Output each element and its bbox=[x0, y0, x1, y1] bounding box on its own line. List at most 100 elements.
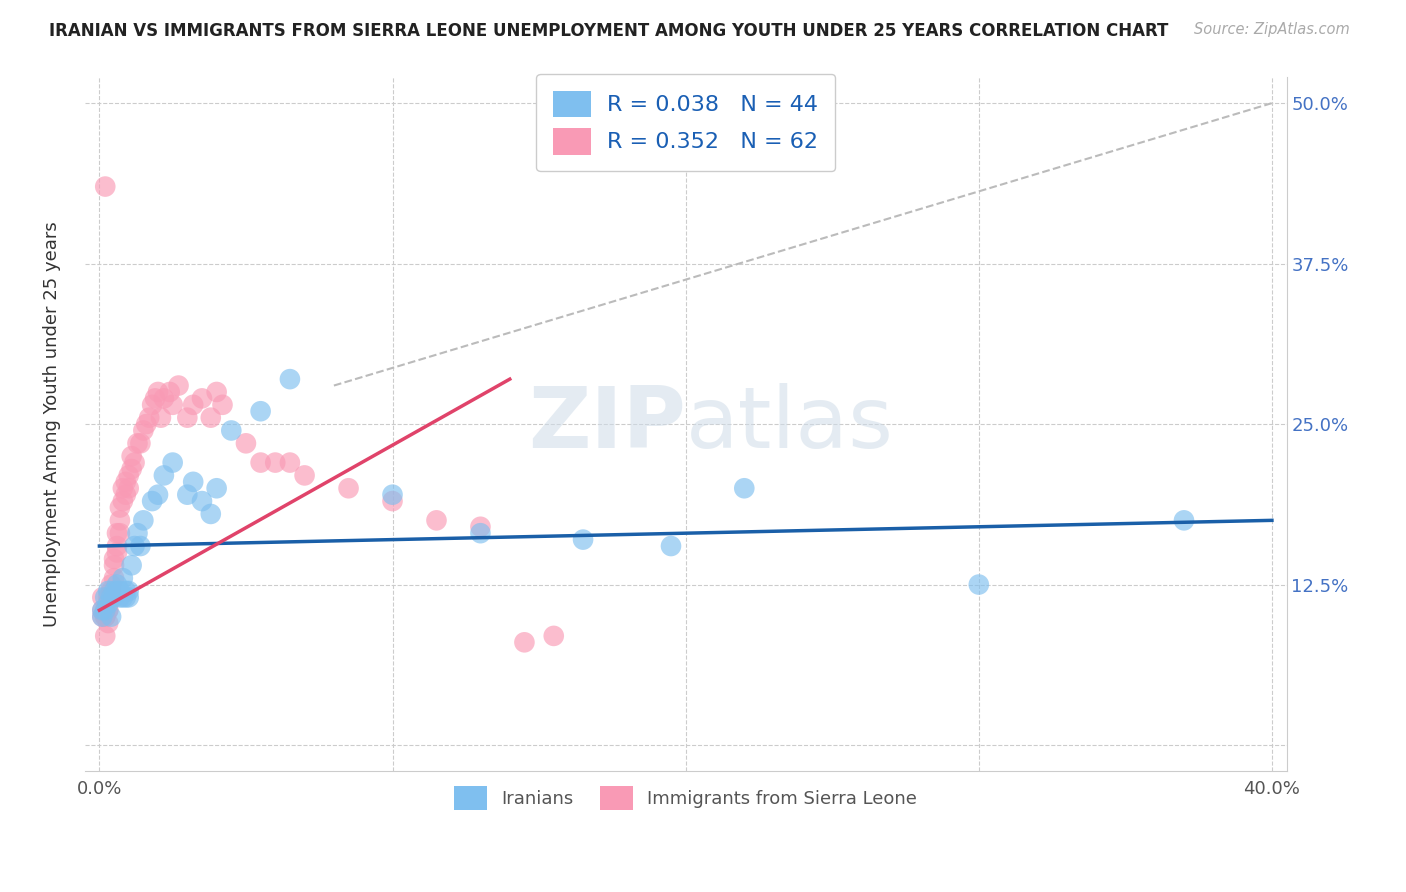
Point bbox=[1173, 513, 1195, 527]
Point bbox=[132, 424, 155, 438]
Point bbox=[294, 468, 316, 483]
Point bbox=[108, 526, 131, 541]
Point bbox=[146, 488, 169, 502]
Point bbox=[543, 629, 565, 643]
Point bbox=[278, 372, 301, 386]
Point bbox=[572, 533, 595, 547]
Point bbox=[249, 404, 271, 418]
Y-axis label: Unemployment Among Youth under 25 years: Unemployment Among Youth under 25 years bbox=[44, 221, 60, 627]
Point bbox=[103, 591, 125, 605]
Point bbox=[264, 456, 287, 470]
Point bbox=[105, 584, 128, 599]
Point bbox=[97, 597, 120, 611]
Point bbox=[94, 609, 117, 624]
Point bbox=[153, 392, 176, 406]
Point bbox=[124, 456, 146, 470]
Point bbox=[118, 591, 141, 605]
Point bbox=[105, 577, 128, 591]
Point bbox=[91, 591, 114, 605]
Point bbox=[733, 481, 755, 495]
Point bbox=[108, 500, 131, 515]
Point bbox=[105, 545, 128, 559]
Point bbox=[162, 398, 184, 412]
Point bbox=[108, 513, 131, 527]
Text: Source: ZipAtlas.com: Source: ZipAtlas.com bbox=[1194, 22, 1350, 37]
Point bbox=[118, 584, 141, 599]
Point bbox=[94, 591, 117, 605]
Point bbox=[111, 481, 134, 495]
Point bbox=[200, 507, 222, 521]
Point bbox=[111, 571, 134, 585]
Point bbox=[124, 539, 146, 553]
Point bbox=[149, 410, 172, 425]
Point bbox=[97, 591, 120, 605]
Point bbox=[141, 494, 163, 508]
Point bbox=[181, 398, 204, 412]
Point bbox=[94, 179, 117, 194]
Point bbox=[205, 481, 228, 495]
Point bbox=[200, 410, 222, 425]
Point bbox=[513, 635, 536, 649]
Point bbox=[153, 468, 176, 483]
Point bbox=[100, 591, 122, 605]
Point bbox=[381, 494, 404, 508]
Point bbox=[111, 494, 134, 508]
Point bbox=[114, 591, 136, 605]
Point bbox=[129, 436, 152, 450]
Point bbox=[121, 449, 143, 463]
Point bbox=[221, 424, 243, 438]
Point bbox=[91, 603, 114, 617]
Point bbox=[91, 603, 114, 617]
Point bbox=[470, 520, 492, 534]
Point bbox=[103, 571, 125, 585]
Point bbox=[211, 398, 233, 412]
Point bbox=[135, 417, 157, 431]
Text: ZIP: ZIP bbox=[527, 383, 686, 466]
Point bbox=[97, 603, 120, 617]
Point bbox=[141, 398, 163, 412]
Point bbox=[205, 384, 228, 399]
Point bbox=[191, 494, 214, 508]
Point bbox=[176, 488, 198, 502]
Point bbox=[97, 615, 120, 630]
Point bbox=[97, 584, 120, 599]
Point bbox=[100, 577, 122, 591]
Point bbox=[138, 410, 160, 425]
Point bbox=[159, 384, 181, 399]
Point bbox=[111, 591, 134, 605]
Point bbox=[108, 584, 131, 599]
Point bbox=[114, 475, 136, 489]
Point bbox=[94, 603, 117, 617]
Point bbox=[100, 609, 122, 624]
Point bbox=[108, 591, 131, 605]
Point bbox=[105, 526, 128, 541]
Point bbox=[103, 584, 125, 599]
Point bbox=[118, 481, 141, 495]
Point bbox=[235, 436, 257, 450]
Point bbox=[100, 591, 122, 605]
Point bbox=[118, 468, 141, 483]
Point bbox=[967, 577, 990, 591]
Point bbox=[167, 378, 190, 392]
Point bbox=[127, 526, 149, 541]
Point bbox=[91, 609, 114, 624]
Point bbox=[146, 384, 169, 399]
Point bbox=[425, 513, 447, 527]
Point bbox=[659, 539, 682, 553]
Point bbox=[470, 526, 492, 541]
Point bbox=[162, 456, 184, 470]
Point bbox=[337, 481, 360, 495]
Point bbox=[127, 436, 149, 450]
Point bbox=[114, 488, 136, 502]
Point bbox=[132, 513, 155, 527]
Point bbox=[249, 456, 271, 470]
Text: atlas: atlas bbox=[686, 383, 894, 466]
Point bbox=[103, 552, 125, 566]
Point bbox=[103, 558, 125, 573]
Text: IRANIAN VS IMMIGRANTS FROM SIERRA LEONE UNEMPLOYMENT AMONG YOUTH UNDER 25 YEARS : IRANIAN VS IMMIGRANTS FROM SIERRA LEONE … bbox=[49, 22, 1168, 40]
Point bbox=[278, 456, 301, 470]
Point bbox=[129, 539, 152, 553]
Point bbox=[121, 462, 143, 476]
Point bbox=[176, 410, 198, 425]
Point bbox=[181, 475, 204, 489]
